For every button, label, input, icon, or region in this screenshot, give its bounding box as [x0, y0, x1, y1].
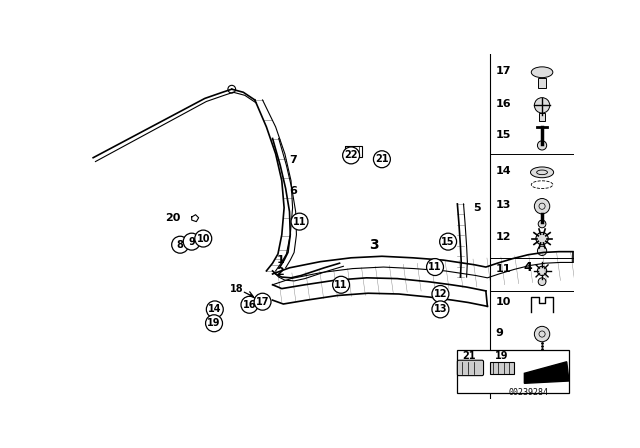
- Text: 21: 21: [375, 154, 388, 164]
- Text: 9: 9: [496, 327, 504, 337]
- Text: 16: 16: [496, 99, 511, 109]
- Circle shape: [538, 266, 547, 276]
- Circle shape: [538, 278, 546, 285]
- Circle shape: [195, 230, 212, 247]
- Text: 12: 12: [496, 232, 511, 242]
- Text: 18: 18: [230, 284, 244, 294]
- Circle shape: [536, 233, 548, 245]
- Text: 4: 4: [524, 261, 532, 274]
- Circle shape: [534, 98, 550, 113]
- Circle shape: [342, 147, 360, 164]
- Text: 11: 11: [496, 264, 511, 274]
- Text: 22: 22: [344, 151, 358, 160]
- Bar: [538, 78, 546, 88]
- Circle shape: [432, 285, 449, 302]
- Text: 3: 3: [369, 238, 379, 252]
- Text: 17: 17: [256, 297, 269, 307]
- Text: 17: 17: [496, 66, 511, 76]
- Circle shape: [183, 233, 200, 250]
- Circle shape: [241, 296, 258, 313]
- Text: 1: 1: [276, 255, 284, 265]
- Text: 10: 10: [196, 233, 210, 244]
- Text: 12: 12: [434, 289, 447, 299]
- Circle shape: [291, 213, 308, 230]
- Text: 15: 15: [496, 129, 511, 140]
- Text: 11: 11: [334, 280, 348, 290]
- Bar: [539, 113, 545, 121]
- Ellipse shape: [531, 167, 554, 178]
- Circle shape: [534, 356, 550, 373]
- Circle shape: [228, 85, 236, 93]
- Text: 13: 13: [434, 304, 447, 314]
- Text: 19: 19: [207, 318, 221, 328]
- Text: 10: 10: [496, 297, 511, 307]
- Text: 21: 21: [462, 351, 476, 362]
- Circle shape: [333, 276, 349, 293]
- Text: 11: 11: [428, 262, 442, 272]
- Circle shape: [205, 315, 223, 332]
- Bar: [458, 350, 569, 392]
- Text: 2: 2: [276, 267, 284, 277]
- Circle shape: [206, 301, 223, 318]
- Circle shape: [427, 258, 444, 276]
- Text: 14: 14: [496, 166, 511, 176]
- Text: 13: 13: [496, 200, 511, 210]
- Text: 00239284: 00239284: [508, 388, 548, 397]
- Text: 8: 8: [177, 240, 184, 250]
- FancyBboxPatch shape: [458, 360, 484, 375]
- Circle shape: [440, 233, 456, 250]
- Text: 15: 15: [442, 237, 455, 247]
- Circle shape: [534, 326, 550, 342]
- Circle shape: [254, 293, 271, 310]
- Text: 11: 11: [292, 217, 307, 227]
- Text: 7: 7: [289, 155, 297, 165]
- Text: 20: 20: [164, 213, 180, 223]
- Text: 8: 8: [496, 358, 504, 368]
- Text: 16: 16: [243, 300, 256, 310]
- Circle shape: [172, 236, 189, 253]
- Circle shape: [538, 220, 546, 228]
- Bar: [345, 146, 362, 157]
- Text: 6: 6: [289, 186, 298, 196]
- Circle shape: [538, 246, 547, 255]
- Circle shape: [534, 198, 550, 214]
- Circle shape: [432, 301, 449, 318]
- FancyBboxPatch shape: [490, 362, 515, 374]
- Text: 14: 14: [208, 304, 221, 314]
- Ellipse shape: [531, 67, 553, 78]
- Polygon shape: [524, 362, 569, 383]
- Text: 5: 5: [473, 203, 481, 213]
- Circle shape: [538, 141, 547, 150]
- Text: 9: 9: [188, 237, 195, 247]
- Text: 19: 19: [495, 351, 508, 362]
- Circle shape: [373, 151, 390, 168]
